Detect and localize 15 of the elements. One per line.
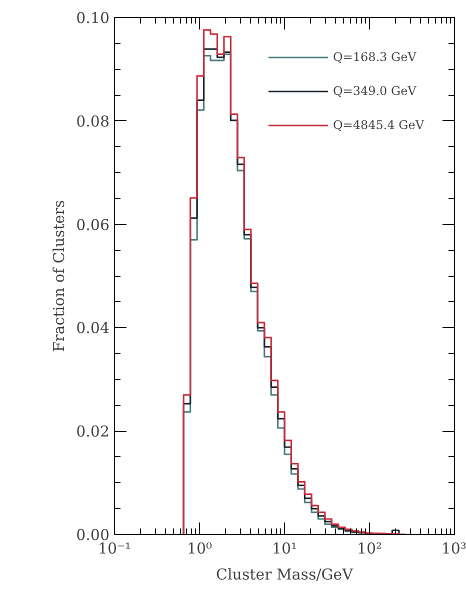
y-tick-label: 0.02 [76, 422, 110, 441]
x-tick-label: 10³ [441, 540, 466, 558]
legend-label: Q=168.3 GeV [332, 50, 416, 64]
y-tick-label: 0.06 [76, 216, 110, 234]
y-tick-label: 0.08 [76, 112, 110, 130]
x-tick-label: 10⁻¹ [98, 540, 132, 558]
legend-label: Q=4845.4 GeV [332, 118, 424, 132]
x-axis-title: Cluster Mass/GeV [216, 566, 354, 584]
x-tick-label: 10² [356, 540, 382, 558]
x-tick-label: 10¹ [272, 540, 298, 558]
x-tick-label: 10⁰ [186, 540, 212, 558]
y-tick-label: 0.10 [76, 9, 110, 27]
y-tick-label: 0.04 [76, 319, 110, 338]
legend-label: Q=349.0 GeV [332, 84, 416, 98]
y-axis-title: Fraction of Clusters [50, 200, 68, 352]
